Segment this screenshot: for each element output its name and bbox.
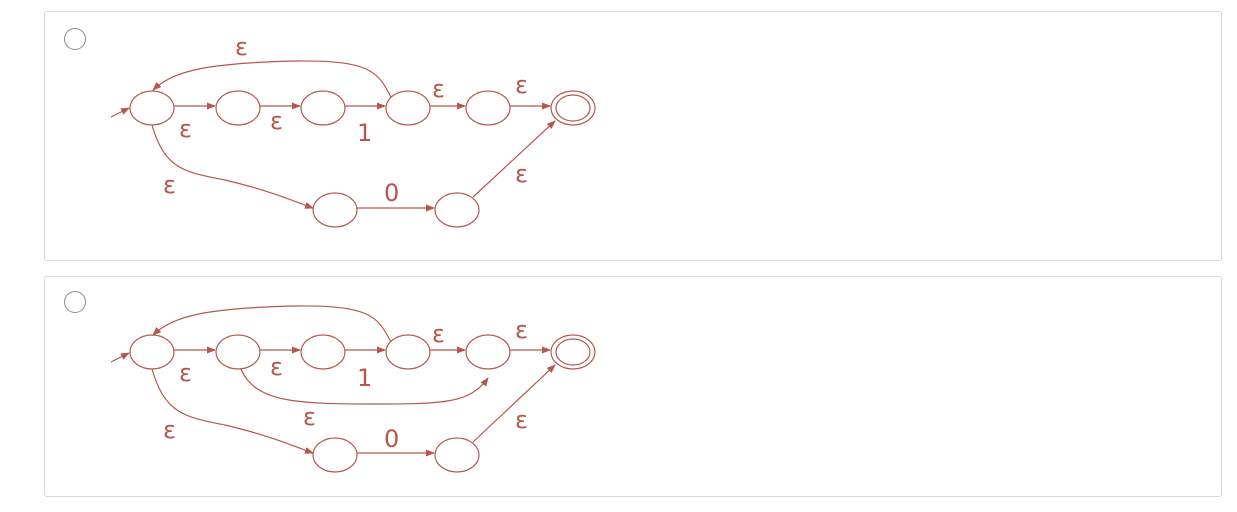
transition-start-lower xyxy=(151,124,314,209)
label-epsilon-2: ε xyxy=(270,107,283,135)
state-start xyxy=(129,90,175,126)
label-epsilon-4: ε xyxy=(515,71,528,99)
start-arrow xyxy=(110,352,130,363)
label-zero: 0 xyxy=(384,179,399,207)
nfa-diagram-option-1: ε ε ε 1 ε ε ε 0 ε xyxy=(110,33,596,228)
state-accept xyxy=(550,90,596,126)
label-epsilon-final: ε xyxy=(515,160,528,188)
label-loop-epsilon: ε xyxy=(235,33,248,61)
label-epsilon-1: ε xyxy=(179,359,192,387)
label-epsilon-lower: ε xyxy=(163,416,176,444)
transition-lower-accept xyxy=(472,120,556,198)
radio-button-option-1[interactable] xyxy=(64,28,86,50)
state-5 xyxy=(465,90,511,126)
answer-option-2[interactable]: ε ε 1 ε ε ε ε 0 ε xyxy=(44,276,1222,497)
transition-lower-accept xyxy=(472,364,556,443)
label-epsilon-3: ε xyxy=(432,320,445,348)
state-lower-2 xyxy=(434,437,480,473)
loop-transition xyxy=(152,60,392,98)
nfa-diagram-option-2: ε ε 1 ε ε ε ε 0 ε xyxy=(110,305,596,473)
state-4 xyxy=(385,334,431,370)
label-one: 1 xyxy=(357,364,372,392)
state-2 xyxy=(215,90,261,126)
state-accept-inner xyxy=(555,338,591,366)
state-2 xyxy=(215,334,261,370)
label-epsilon-final: ε xyxy=(515,406,528,434)
label-epsilon-lower: ε xyxy=(163,171,176,199)
label-epsilon-1: ε xyxy=(179,115,192,143)
label-one: 1 xyxy=(357,119,372,147)
start-arrow xyxy=(110,107,130,118)
label-epsilon-2: ε xyxy=(270,353,283,381)
state-5 xyxy=(465,334,511,370)
state-accept xyxy=(550,334,596,370)
label-epsilon-3: ε xyxy=(432,75,445,103)
transition-start-lower xyxy=(151,368,314,454)
answer-option-1[interactable]: ε ε ε 1 ε ε ε 0 ε xyxy=(44,11,1222,261)
state-4 xyxy=(385,90,431,126)
label-zero: 0 xyxy=(384,425,399,453)
state-accept-inner xyxy=(555,94,591,122)
label-epsilon-4: ε xyxy=(515,316,528,344)
state-start xyxy=(129,334,175,370)
state-3 xyxy=(300,90,346,126)
state-lower-2 xyxy=(434,192,480,228)
state-lower-1 xyxy=(312,437,358,473)
bypass-transition xyxy=(240,368,489,405)
loop-transition xyxy=(152,305,392,343)
radio-button-option-2[interactable] xyxy=(64,291,86,313)
state-3 xyxy=(300,334,346,370)
state-lower-1 xyxy=(312,192,358,228)
label-epsilon-bypass: ε xyxy=(303,403,316,431)
